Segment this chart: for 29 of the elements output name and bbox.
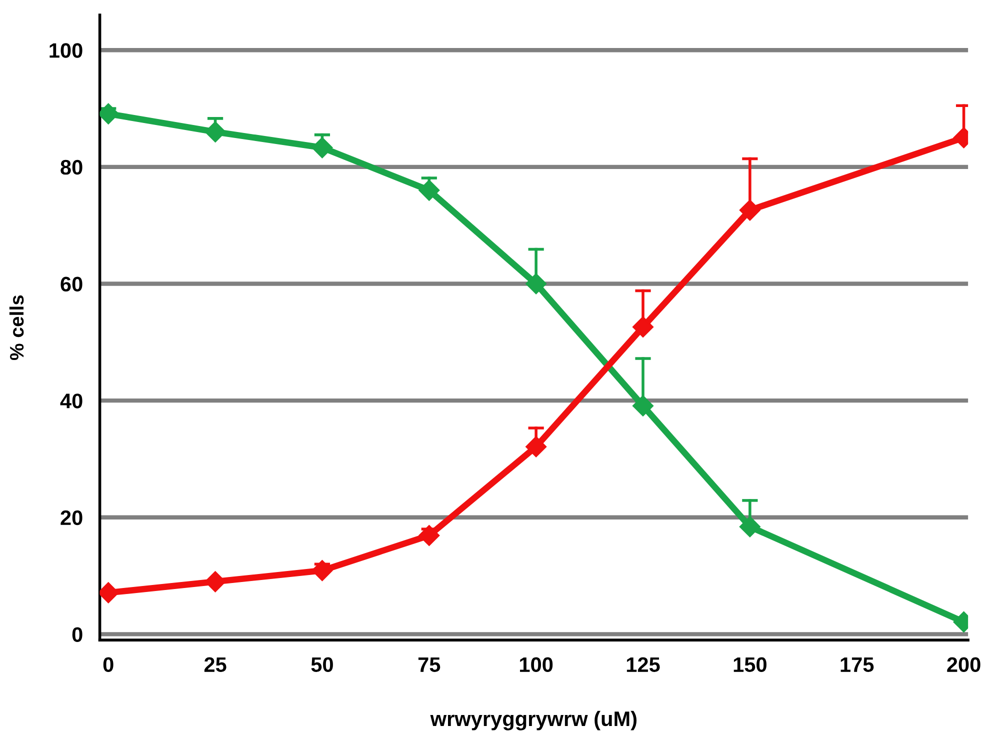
point	[204, 121, 226, 142]
x-tick-label: 200	[947, 657, 980, 672]
point	[739, 200, 760, 221]
point	[312, 137, 333, 158]
y-tick-label: 100	[50, 43, 82, 58]
x-tick-label: 175	[840, 657, 874, 672]
point	[418, 180, 440, 201]
x-tick-label: 75	[418, 657, 440, 672]
y-tick-label: 40	[60, 394, 82, 408]
point	[739, 516, 760, 538]
x-tick-label: 25	[204, 657, 226, 672]
y-tick-label: 20	[60, 510, 82, 526]
point	[204, 571, 226, 592]
y-tick-label: 60	[60, 276, 82, 292]
x-tick-label: 150	[734, 657, 766, 672]
y-tick-label: 0	[72, 627, 82, 642]
y-axis-title: % cells	[9, 295, 24, 360]
point	[632, 395, 654, 416]
x-tick-label: 50	[311, 657, 333, 672]
x-tick-label: 125	[626, 657, 660, 672]
y-tick-label: 80	[60, 160, 82, 175]
point	[418, 524, 440, 546]
x-tick-label: 100	[520, 657, 553, 672]
point	[312, 560, 333, 582]
point	[526, 273, 547, 294]
point	[632, 316, 654, 338]
point	[526, 436, 547, 458]
x-axis-title: wrwyryggrywrw (uM)	[430, 710, 636, 730]
x-tick-label: 0	[103, 657, 114, 672]
